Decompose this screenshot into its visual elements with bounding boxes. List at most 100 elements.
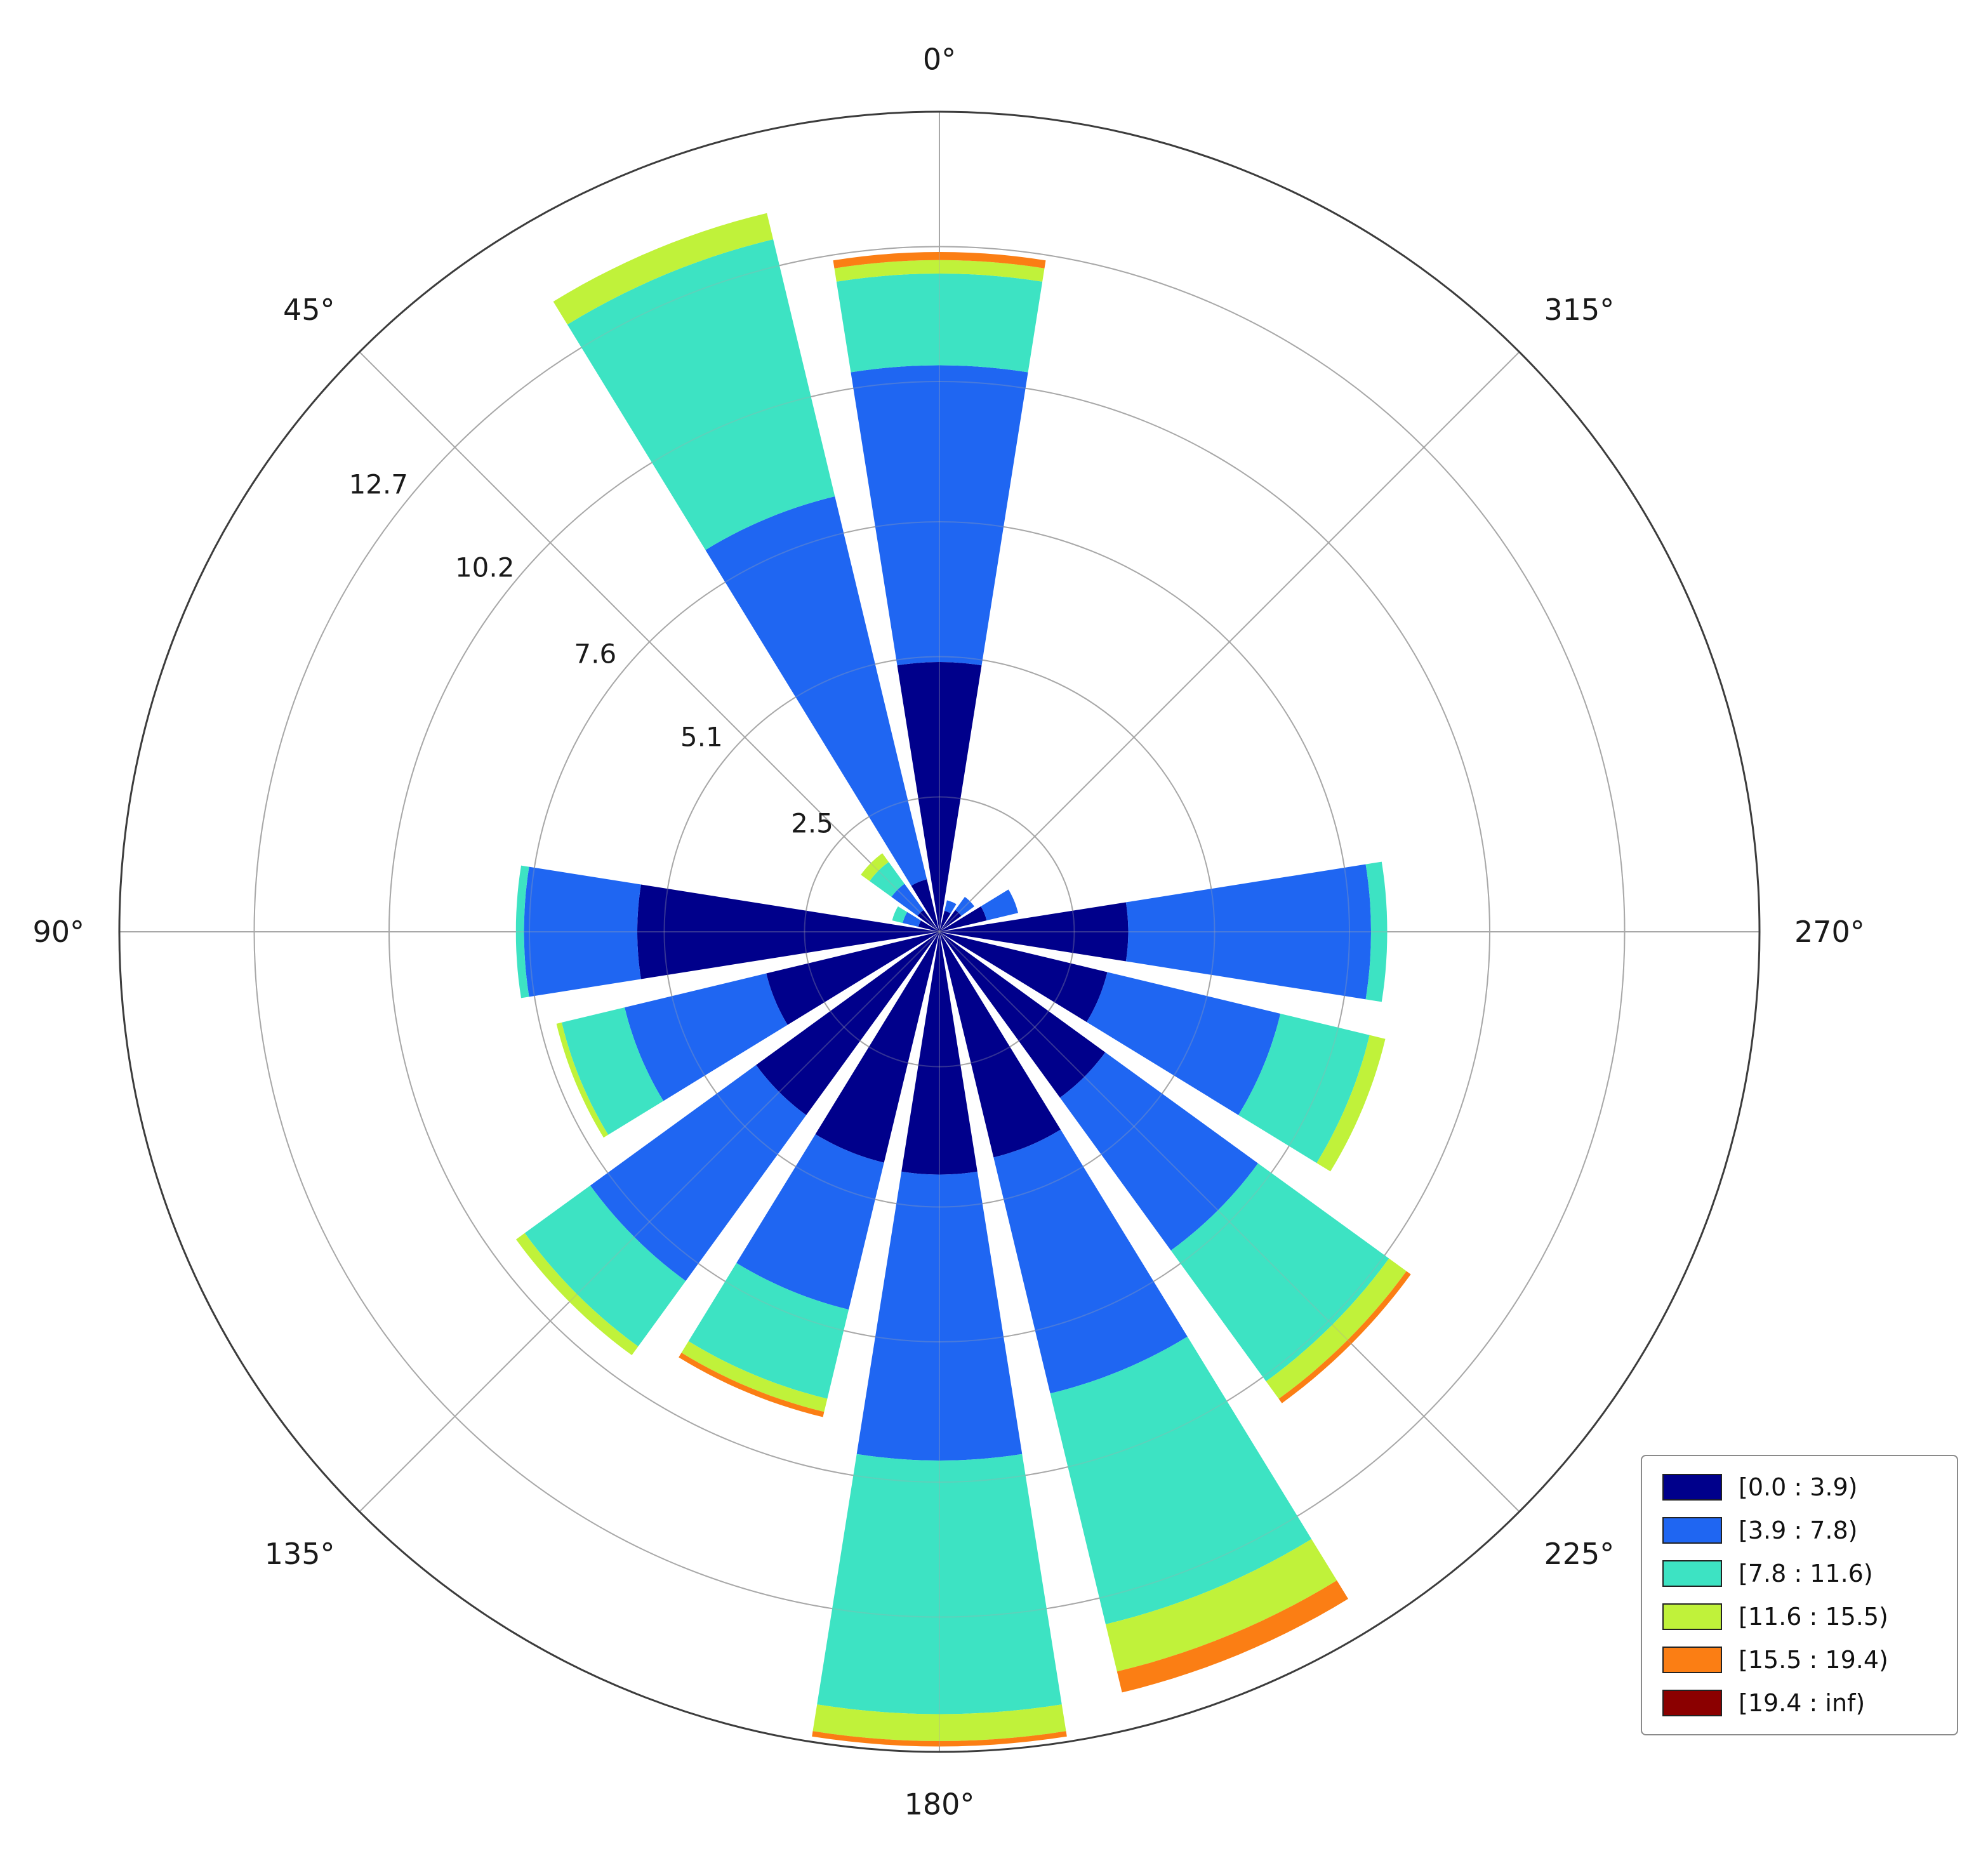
rose-sector-292.5-bin-1 bbox=[981, 889, 1018, 921]
legend-item-2: [7.8 : 11.6) bbox=[1662, 1560, 1937, 1587]
rose-sector-157.5-bin-2 bbox=[688, 1262, 849, 1399]
rose-sector-135-bin-2 bbox=[524, 1185, 686, 1347]
rose-sector-0-bin-1 bbox=[851, 365, 1028, 666]
rose-sector-112.5-bin-2 bbox=[561, 1007, 664, 1135]
polar-grid-circle bbox=[253, 246, 1626, 1618]
rose-sector-112.5-bin-3 bbox=[556, 1022, 609, 1138]
legend-box: [0.0 : 3.9) [3.9 : 7.8) [7.8 : 11.6) [11.6 … bbox=[1641, 1455, 1958, 1735]
rose-sector-247.5-bin-2 bbox=[1238, 1014, 1370, 1163]
polar-grid-spoke bbox=[939, 351, 1520, 932]
legend-swatch-2 bbox=[1662, 1560, 1722, 1587]
r-tick-label-10.2: 10.2 bbox=[455, 552, 515, 583]
polar-grid-spoke bbox=[359, 351, 940, 932]
r-tick-label-5.1: 5.1 bbox=[680, 721, 723, 752]
rose-sector-0-bin-3 bbox=[834, 260, 1045, 282]
rose-sector-180-bin-4 bbox=[812, 1731, 1067, 1747]
rose-sector-337.5-bin-0 bbox=[939, 910, 951, 932]
legend-swatch-5 bbox=[1662, 1690, 1722, 1716]
rose-sector-157.5-bin-0 bbox=[815, 932, 939, 1163]
rose-sector-0-bin-4 bbox=[833, 252, 1046, 268]
angle-tick-label-0: 0° bbox=[923, 43, 956, 77]
rose-sector-225-bin-3 bbox=[1266, 1258, 1407, 1399]
rose-sector-67.5-bin-1 bbox=[903, 911, 921, 927]
polar-grid-spoke bbox=[939, 931, 1520, 1513]
rose-sector-157.5-bin-1 bbox=[736, 1134, 884, 1310]
legend-item-3: [11.6 : 15.5) bbox=[1662, 1603, 1937, 1630]
rose-sector-45-bin-0 bbox=[917, 910, 939, 932]
legend-label-4: [15.5 : 19.4) bbox=[1739, 1646, 1888, 1674]
legend-label-1: [3.9 : 7.8) bbox=[1739, 1516, 1858, 1544]
rose-sector-202.5-bin-1 bbox=[993, 1129, 1188, 1394]
rose-sector-247.5-bin-0 bbox=[939, 932, 1108, 1023]
angle-tick-label-90: 90° bbox=[32, 915, 84, 949]
rose-sector-225-bin-2 bbox=[1170, 1163, 1389, 1382]
rose-sector-67.5-bin-2 bbox=[892, 906, 908, 924]
rose-sector-180-bin-1 bbox=[856, 1171, 1023, 1461]
polar-grid-spoke bbox=[359, 931, 940, 1513]
rose-sector-22.5-bin-3 bbox=[553, 213, 774, 325]
angle-tick-label-135: 135° bbox=[265, 1537, 335, 1571]
legend-swatch-0 bbox=[1662, 1474, 1722, 1501]
rose-sector-292.5-bin-0 bbox=[939, 906, 987, 932]
rose-sector-180-bin-3 bbox=[812, 1704, 1066, 1741]
angle-tick-label-180: 180° bbox=[905, 1787, 975, 1822]
rose-sector-202.5-bin-4 bbox=[1117, 1580, 1348, 1693]
legend-item-1: [3.9 : 7.8) bbox=[1662, 1517, 1937, 1544]
rose-sector-157.5-bin-4 bbox=[679, 1353, 825, 1417]
rose-sector-270-bin-0 bbox=[939, 902, 1129, 962]
legend-label-5: [19.4 : inf) bbox=[1739, 1689, 1865, 1717]
legend-swatch-4 bbox=[1662, 1647, 1722, 1673]
rose-sector-22.5-bin-1 bbox=[705, 496, 927, 886]
angle-tick-label-225: 225° bbox=[1544, 1537, 1615, 1571]
rose-sector-270-bin-1 bbox=[1125, 864, 1371, 1000]
rose-sector-315-bin-0 bbox=[939, 910, 962, 932]
rose-sector-22.5-bin-2 bbox=[567, 239, 835, 550]
rose-sector-67.5-bin-0 bbox=[918, 920, 939, 932]
angle-tick-label-45: 45° bbox=[283, 293, 335, 327]
rose-sector-90-bin-2 bbox=[515, 865, 529, 998]
polar-grid-circle bbox=[388, 381, 1490, 1483]
rose-sector-22.5-bin-0 bbox=[911, 879, 939, 932]
rose-sector-157.5-bin-3 bbox=[681, 1341, 828, 1412]
rose-sector-247.5-bin-1 bbox=[1086, 972, 1281, 1115]
rose-sector-225-bin-4 bbox=[1278, 1271, 1411, 1403]
polar-grid-circle bbox=[663, 656, 1216, 1208]
rose-sector-90-bin-1 bbox=[524, 866, 641, 997]
legend-label-2: [7.8 : 11.6) bbox=[1739, 1560, 1873, 1587]
rose-sector-135-bin-0 bbox=[756, 932, 939, 1115]
rose-sector-247.5-bin-3 bbox=[1316, 1035, 1386, 1172]
rose-sector-225-bin-1 bbox=[1059, 1052, 1258, 1250]
r-tick-label-12.7: 12.7 bbox=[348, 469, 408, 500]
rose-sector-135-bin-3 bbox=[516, 1233, 639, 1355]
angle-tick-label-315: 315° bbox=[1544, 293, 1615, 327]
rose-sector-0-bin-2 bbox=[836, 274, 1043, 373]
r-tick-label-2.5: 2.5 bbox=[791, 807, 833, 838]
rose-sector-135-bin-1 bbox=[590, 1064, 807, 1282]
polar-grid-circle bbox=[804, 796, 1075, 1068]
rose-sector-90-bin-0 bbox=[637, 884, 939, 979]
legend-item-4: [15.5 : 19.4) bbox=[1662, 1647, 1937, 1673]
rose-sector-112.5-bin-0 bbox=[766, 932, 939, 1025]
legend-item-0: [0.0 : 3.9) bbox=[1662, 1474, 1937, 1501]
legend-swatch-1 bbox=[1662, 1517, 1722, 1544]
rose-sector-270-bin-2 bbox=[1365, 861, 1388, 1002]
rose-sector-45-bin-2 bbox=[870, 862, 905, 897]
legend-swatch-3 bbox=[1662, 1603, 1722, 1630]
rose-sector-45-bin-1 bbox=[891, 884, 924, 916]
polar-grid-spoke bbox=[359, 351, 940, 932]
rose-sector-337.5-bin-1 bbox=[944, 900, 957, 913]
r-tick-label-7.6: 7.6 bbox=[574, 638, 616, 669]
polar-grid-spoke bbox=[939, 351, 1520, 932]
legend-label-3: [11.6 : 15.5) bbox=[1739, 1603, 1888, 1631]
rose-sector-45-bin-3 bbox=[861, 853, 889, 882]
angle-tick-label-270: 270° bbox=[1794, 915, 1865, 949]
rose-sector-202.5-bin-2 bbox=[1050, 1336, 1312, 1624]
legend-label-0: [0.0 : 3.9) bbox=[1739, 1473, 1858, 1501]
polar-grid-circle bbox=[529, 521, 1350, 1342]
rose-sector-225-bin-0 bbox=[939, 932, 1106, 1098]
rose-sector-112.5-bin-1 bbox=[625, 973, 788, 1101]
polar-spine bbox=[118, 110, 1761, 1753]
rose-sector-180-bin-2 bbox=[817, 1454, 1062, 1714]
